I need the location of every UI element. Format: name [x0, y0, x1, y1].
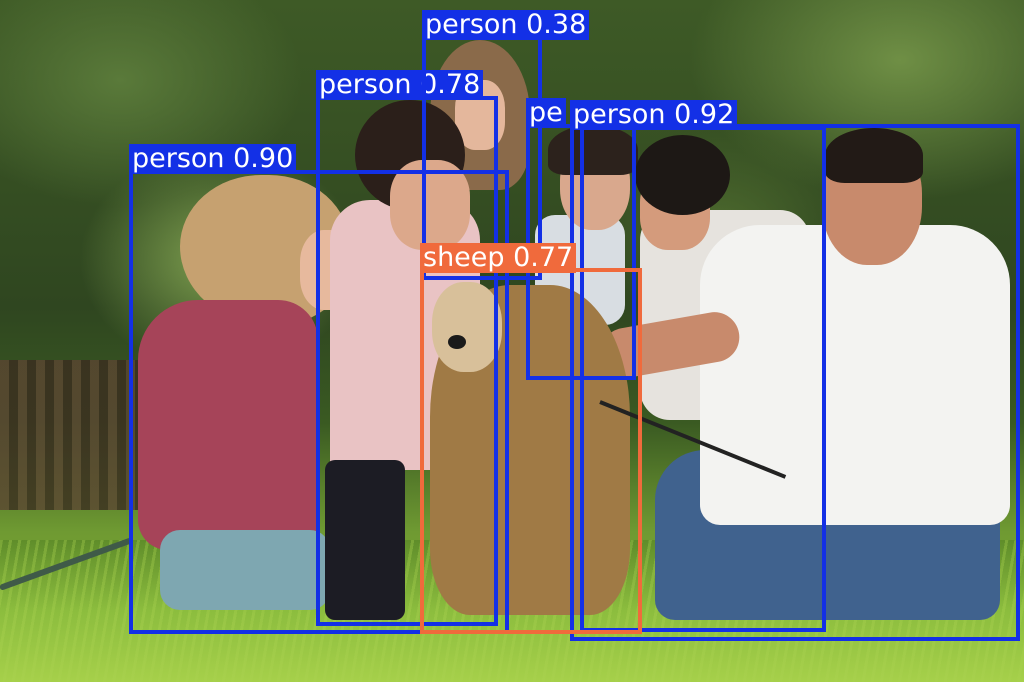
dog-head [432, 282, 502, 372]
man-hair [825, 128, 923, 183]
bbox-label-person-038: person 0.38 [422, 10, 590, 40]
dog-nose [448, 335, 466, 349]
woman-face [390, 160, 470, 250]
bbox-sheep-077 [420, 268, 642, 634]
woman-legs [325, 460, 405, 620]
kid-middle-hair [548, 125, 638, 175]
bbox-label-person-092: person 0.92 [570, 100, 738, 130]
man-shirt [700, 225, 1010, 525]
bbox-label-person-078: person 0.78 [316, 70, 484, 100]
bbox-label-sheep-077: sheep 0.77 [420, 243, 577, 273]
girl-left-shirt [138, 300, 318, 550]
bbox-label-person-extra: pe [526, 98, 566, 128]
bbox-label-person-090: person 0.90 [129, 144, 297, 174]
boy-hair [635, 135, 730, 215]
girl-left-legs [160, 530, 330, 610]
